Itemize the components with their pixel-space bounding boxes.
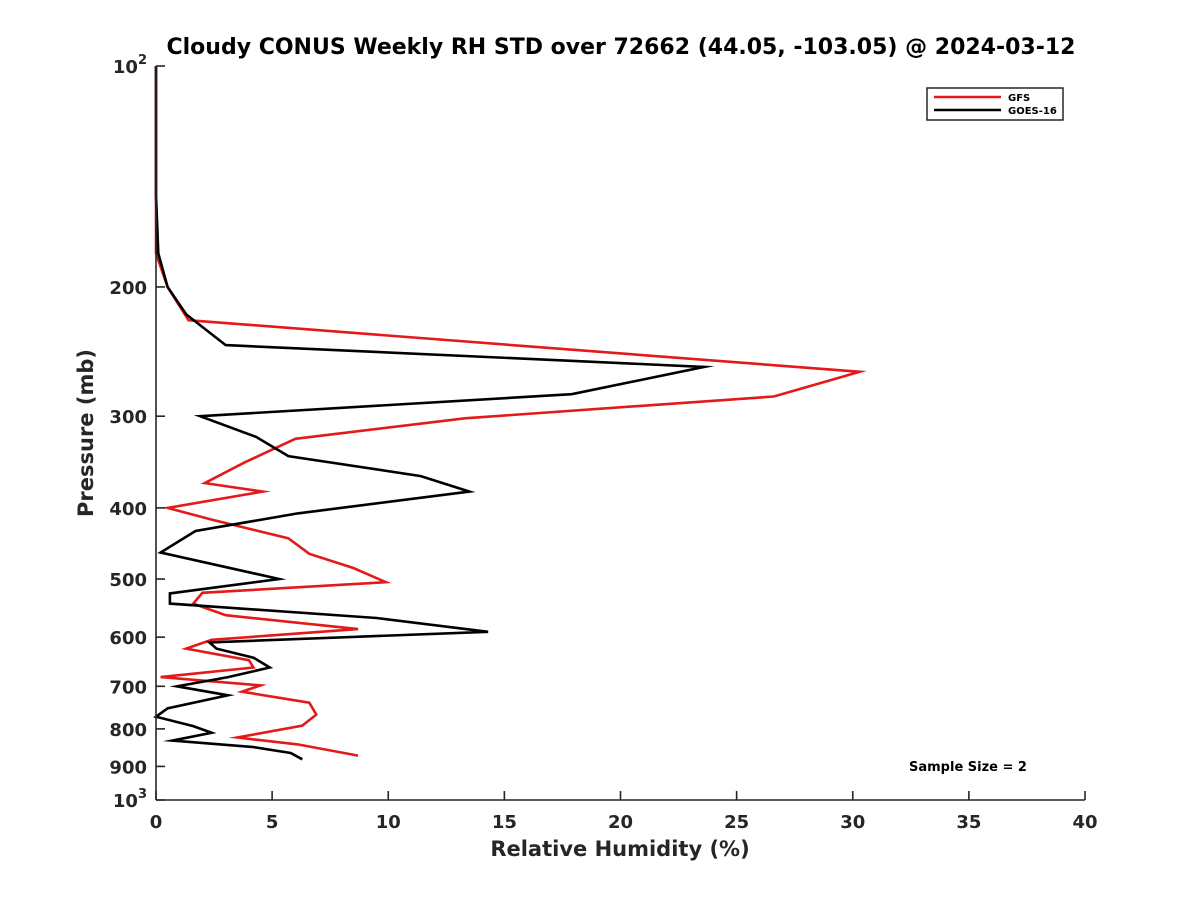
y-tick-label-800: 800: [109, 720, 147, 741]
y-tick-label-base: 10: [113, 791, 138, 812]
y-tick-label-1000: 103: [113, 787, 147, 812]
y-tick-label-200: 200: [109, 278, 147, 299]
chart-title: Cloudy CONUS Weekly RH STD over 72662 (4…: [167, 35, 1076, 60]
x-ticks: 0 5 10 15 20 25 30 35 40: [150, 791, 1098, 833]
legend-box: [926, 87, 1064, 121]
x-tick-label-35: 35: [956, 812, 981, 833]
x-tick-label-20: 20: [608, 812, 633, 833]
series-line-gfs: [154, 66, 867, 757]
y-tick-label-100: 102: [113, 53, 147, 78]
x-tick-label-25: 25: [724, 812, 749, 833]
x-tick-label-40: 40: [1072, 812, 1097, 833]
y-tick-label-600: 600: [109, 628, 147, 649]
y-tick-label-900: 900: [109, 757, 147, 778]
y-tick-label-exponent: 3: [138, 787, 147, 802]
y-tick-label-500: 500: [109, 570, 147, 591]
y-tick-label-base: 10: [113, 57, 138, 78]
x-tick-label-5: 5: [266, 812, 279, 833]
y-tick-label-700: 700: [109, 677, 147, 698]
legend-label-goes16: GOES-16: [1008, 106, 1057, 117]
y-tick-label-300: 300: [109, 407, 147, 428]
y-axis-label: Pressure (mb): [74, 349, 98, 517]
x-tick-label-0: 0: [150, 812, 163, 833]
sample-size-annotation: Sample Size = 2: [909, 760, 1027, 775]
x-tick-label-30: 30: [840, 812, 865, 833]
y-tick-label-400: 400: [109, 499, 147, 520]
legend: GFS GOES-16: [926, 87, 1064, 121]
x-tick-label-10: 10: [376, 812, 401, 833]
plot-area: [156, 66, 1085, 800]
y-tick-label-exponent: 2: [138, 53, 147, 68]
x-axis-label: Relative Humidity (%): [490, 837, 749, 861]
x-tick-label-15: 15: [492, 812, 517, 833]
legend-label-gfs: GFS: [1008, 93, 1030, 104]
